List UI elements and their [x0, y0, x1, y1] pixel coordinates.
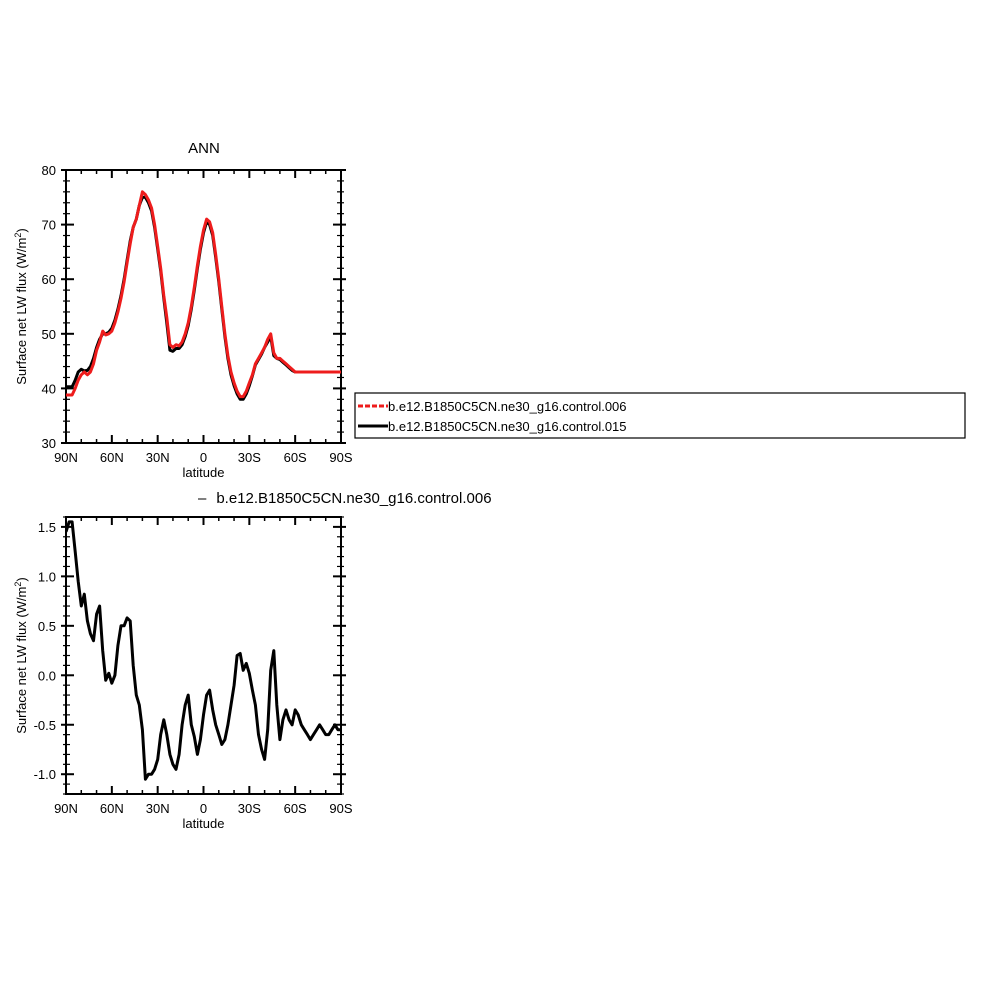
chart-title: ANN: [188, 140, 220, 157]
y-axis-label: Surface net LW flux (W/m2): [13, 577, 29, 734]
y-tick-label: 1.5: [38, 520, 56, 535]
chart-title-2-dash: –: [198, 490, 207, 507]
plot-frame: [65, 169, 342, 444]
y-tick-label: 70: [42, 218, 56, 233]
x-tick-label: 90S: [329, 450, 352, 465]
y-tick-label: 50: [42, 327, 56, 342]
x-tick-label: 60S: [284, 801, 307, 816]
y-tick-label: 40: [42, 381, 56, 396]
legend-label-1: b.e12.B1850C5CN.ne30_g16.control.015: [388, 419, 627, 434]
y-axis-label-sup: 2: [13, 233, 23, 238]
x-tick-label: 90S: [329, 801, 352, 816]
y-axis-label-close: ): [14, 228, 29, 232]
chart-title-2-text: b.e12.B1850C5CN.ne30_g16.control.006: [216, 490, 491, 507]
series-line-0: [66, 520, 341, 781]
y-tick-label: -0.5: [34, 718, 56, 733]
chart-title-2: – b.e12.B1850C5CN.ne30_g16.control.006: [198, 490, 492, 507]
x-tick-label: 60S: [284, 450, 307, 465]
y-axis-label-main: Surface net LW flux (W/m: [14, 238, 29, 385]
x-tick-label: 0: [200, 801, 207, 816]
x-axis-label: latitude: [183, 465, 225, 480]
y-tick-label: 1.0: [38, 569, 56, 584]
y-tick-label: 30: [42, 436, 56, 451]
legend-box: [354, 392, 966, 439]
bottom-panel: 90N 60N 30N 0 30S 60S 90S -1.0 -0.5 0.0 0.5 1.0 1.5 l…: [13, 490, 492, 831]
x-tick-label: 90N: [54, 450, 78, 465]
y-axis-label: Surface net LW flux (W/m2): [13, 228, 29, 385]
x-axis-label: latitude: [183, 816, 225, 831]
series-line-0: [66, 190, 341, 399]
x-tick-label: 0: [200, 450, 207, 465]
y-tick-label: 0.5: [38, 619, 56, 634]
x-tick-label: 30S: [238, 801, 261, 816]
y-axis-label-sup: 2: [13, 582, 23, 587]
y-tick-label: 60: [42, 272, 56, 287]
x-tick-label: 90N: [54, 801, 78, 816]
x-tick-label: 60N: [100, 450, 124, 465]
y-tick-label: 80: [42, 163, 56, 178]
x-tick-label: 30N: [146, 801, 170, 816]
legend-label-0: b.e12.B1850C5CN.ne30_g16.control.006: [388, 399, 627, 414]
y-axis-label-main: Surface net LW flux (W/m: [14, 587, 29, 734]
plot-frame: [65, 516, 342, 795]
y-tick-label: -1.0: [34, 767, 56, 782]
x-tick-label: 30S: [238, 450, 261, 465]
x-tick-label: 60N: [100, 801, 124, 816]
legend: b.e12.B1850C5CN.ne30_g16.control.006 b.e1…: [354, 392, 966, 439]
x-tick-label: 30N: [146, 450, 170, 465]
y-tick-label: 0.0: [38, 668, 56, 683]
y-axis-label-close: ): [14, 577, 29, 581]
top-panel: 90N 60N 30N 0 30S 60S 90S 30 40 50 60 70 80 latitude S…: [13, 140, 353, 480]
